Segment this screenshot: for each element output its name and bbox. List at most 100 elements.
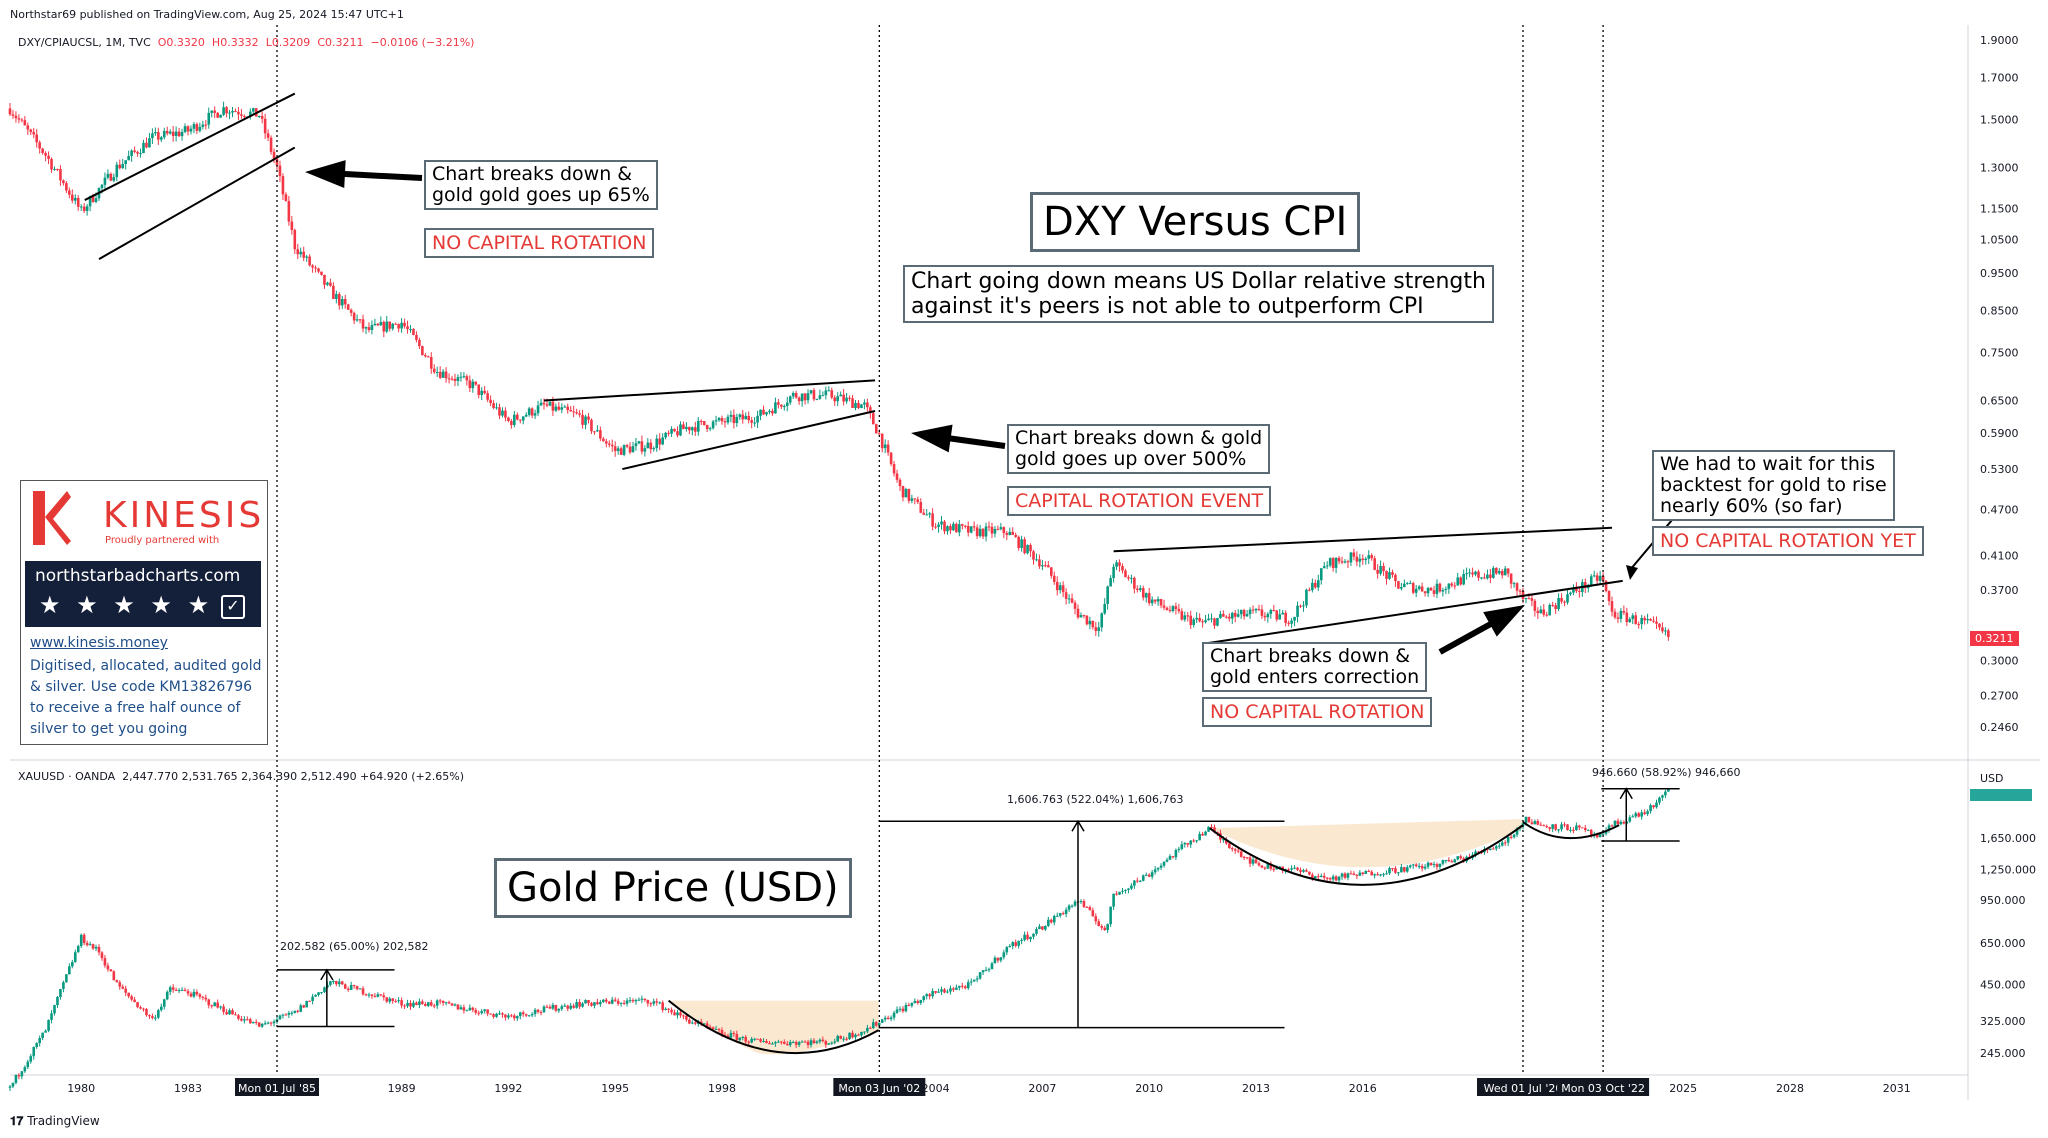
gold-candle	[925, 994, 928, 997]
gold-candle	[895, 1009, 899, 1013]
dxy-candle	[910, 498, 914, 501]
gold-candle	[364, 994, 368, 996]
dxy-candle	[560, 407, 564, 410]
dxy-candle	[898, 479, 902, 486]
gold-candle	[578, 1002, 581, 1007]
dxy-candle	[1518, 590, 1522, 592]
gold-candle	[1225, 839, 1228, 844]
dxy-candle	[1067, 598, 1071, 600]
dxy-candle-series	[8, 101, 1670, 641]
gold-candle	[1349, 873, 1353, 875]
gold-candle	[269, 1022, 273, 1024]
dxy-candle	[1438, 583, 1442, 592]
gold-candle	[462, 1007, 466, 1011]
dxy-candle	[1388, 572, 1391, 579]
dxy-candle	[937, 524, 940, 527]
dxy-candle	[1572, 587, 1575, 593]
gold-last-price-badge	[1970, 789, 2032, 801]
dxy-candle	[335, 294, 338, 299]
dxy-candle	[275, 158, 279, 166]
dxy-candle	[581, 414, 584, 425]
gold-candle	[157, 1010, 160, 1018]
dxy-candle	[432, 368, 436, 373]
gold-candle	[1162, 861, 1166, 866]
dxy-candle	[809, 390, 813, 394]
dxy-candle	[415, 334, 418, 340]
dxy-candle	[631, 446, 635, 453]
dxy-candle	[222, 107, 225, 115]
gold-candle	[53, 1005, 56, 1014]
gold-candle	[266, 1022, 270, 1024]
gold-candle	[1489, 848, 1492, 850]
dxy-candle	[1035, 559, 1038, 561]
dxy-tick-10: 0.5900	[1980, 427, 2019, 440]
gold-candle	[851, 1032, 854, 1038]
dxy-candle	[367, 327, 371, 330]
gold-candle	[453, 1004, 457, 1006]
gold-candle	[1061, 913, 1065, 915]
dxy-candle	[1625, 612, 1629, 623]
dxy-candle	[1305, 589, 1308, 606]
dxy-candle	[299, 251, 303, 255]
dxy-candle	[1598, 575, 1602, 581]
gold-candle	[400, 1000, 403, 1006]
gold-candle	[952, 988, 955, 990]
dxy-candle	[836, 396, 839, 402]
dxy-candle	[833, 397, 837, 402]
dxy-candle	[1168, 610, 1172, 612]
kinesis-link[interactable]: www.kinesis.money	[30, 635, 168, 651]
dxy-candle	[1497, 571, 1501, 574]
dxy-tick-3: 1.3000	[1980, 162, 2019, 175]
gold-candle	[1411, 864, 1415, 866]
gold-candle	[1260, 865, 1264, 868]
dxy-candle	[569, 410, 572, 412]
dxy-candle	[162, 130, 166, 138]
gold-candle	[1575, 825, 1578, 831]
dxy-candle	[607, 443, 611, 445]
dxy-candle	[1500, 571, 1504, 576]
gold-candle	[1355, 874, 1359, 876]
gold-candle	[946, 991, 949, 993]
dxy-candle	[1014, 534, 1017, 537]
dxy-tick-8: 0.7500	[1980, 346, 2019, 359]
wedge-3-lower	[1202, 579, 1623, 645]
gold-candle	[1308, 871, 1311, 875]
dxy-candle	[376, 323, 380, 326]
measure-arrowhead-1	[320, 968, 334, 981]
gold-candle	[180, 989, 184, 991]
gold-candle	[664, 1008, 667, 1010]
gold-candle	[1002, 952, 1006, 958]
dxy-candle	[391, 323, 394, 329]
dxy-candle	[427, 356, 430, 358]
dxy-candle	[160, 137, 163, 140]
gold-candle	[628, 1000, 632, 1002]
gold-candle	[168, 987, 172, 992]
dxy-candle	[1646, 619, 1649, 621]
gold-candle	[210, 1005, 214, 1007]
dxy-candle	[1144, 593, 1148, 598]
gold-candle	[1150, 872, 1154, 877]
dxy-candle	[358, 319, 362, 321]
dxy-candle	[1337, 557, 1341, 562]
dxy-candle	[462, 376, 466, 378]
site-banner: northstarbadcharts.com ★ ★ ★ ★ ★ ✓	[25, 561, 261, 627]
gold-candle	[969, 981, 973, 983]
gold-candle	[1426, 862, 1430, 867]
dxy-candle	[1379, 566, 1382, 574]
gold-candle	[340, 981, 344, 985]
dxy-candle	[1441, 589, 1445, 592]
gold-candle	[94, 946, 98, 949]
dxy-candle	[1308, 589, 1311, 591]
gold-candle	[1085, 906, 1089, 908]
dxy-candle	[1082, 615, 1086, 617]
gold-candle	[504, 1014, 507, 1018]
note-2-line-1: Chart breaks down & gold	[1015, 427, 1263, 449]
gold-candle	[435, 1000, 439, 1006]
gold-candle	[299, 1005, 303, 1012]
dxy-candle	[1429, 587, 1433, 591]
gold-candle	[97, 946, 101, 953]
dxy-candle	[1242, 609, 1246, 617]
gold-candle	[771, 1043, 774, 1045]
dxy-candle	[1509, 573, 1513, 584]
dxy-candle	[151, 133, 154, 139]
